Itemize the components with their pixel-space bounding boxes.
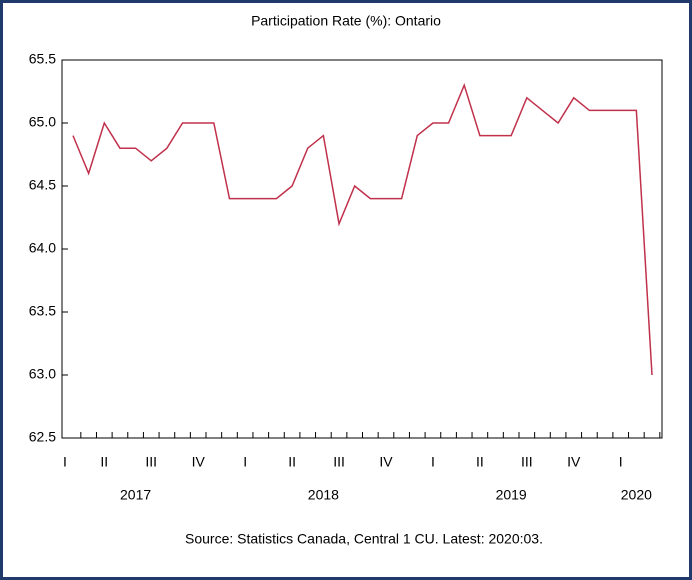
x-tick-label: I	[63, 454, 67, 470]
x-tick-label: I	[619, 454, 623, 470]
y-tick-label: 65.5	[29, 51, 56, 67]
y-tick-label: 63.0	[29, 366, 56, 382]
y-tick-label: 62.5	[29, 429, 56, 445]
year-label: 2020	[621, 487, 652, 503]
x-tick-label: IV	[567, 454, 581, 470]
y-tick-label: 64.0	[29, 240, 56, 256]
x-tick-label: II	[100, 454, 108, 470]
x-tick-label: IV	[192, 454, 206, 470]
x-tick-label: II	[476, 454, 484, 470]
x-tick-label: I	[243, 454, 247, 470]
y-tick-label: 65.0	[29, 114, 56, 130]
y-tick-label: 64.5	[29, 177, 56, 193]
x-tick-label: IV	[379, 454, 393, 470]
x-tick-label: III	[333, 454, 345, 470]
chart-title: Participation Rate (%): Ontario	[251, 13, 441, 29]
x-tick-label: II	[288, 454, 296, 470]
year-label: 2017	[120, 487, 151, 503]
x-tick-label: I	[431, 454, 435, 470]
x-tick-label: III	[521, 454, 533, 470]
y-tick-label: 63.5	[29, 303, 56, 319]
source-note: Source: Statistics Canada, Central 1 CU.…	[185, 531, 543, 547]
data-line	[72, 82, 653, 376]
x-tick-label: III	[145, 454, 157, 470]
year-label: 2019	[496, 487, 527, 503]
year-label: 2018	[308, 487, 339, 503]
